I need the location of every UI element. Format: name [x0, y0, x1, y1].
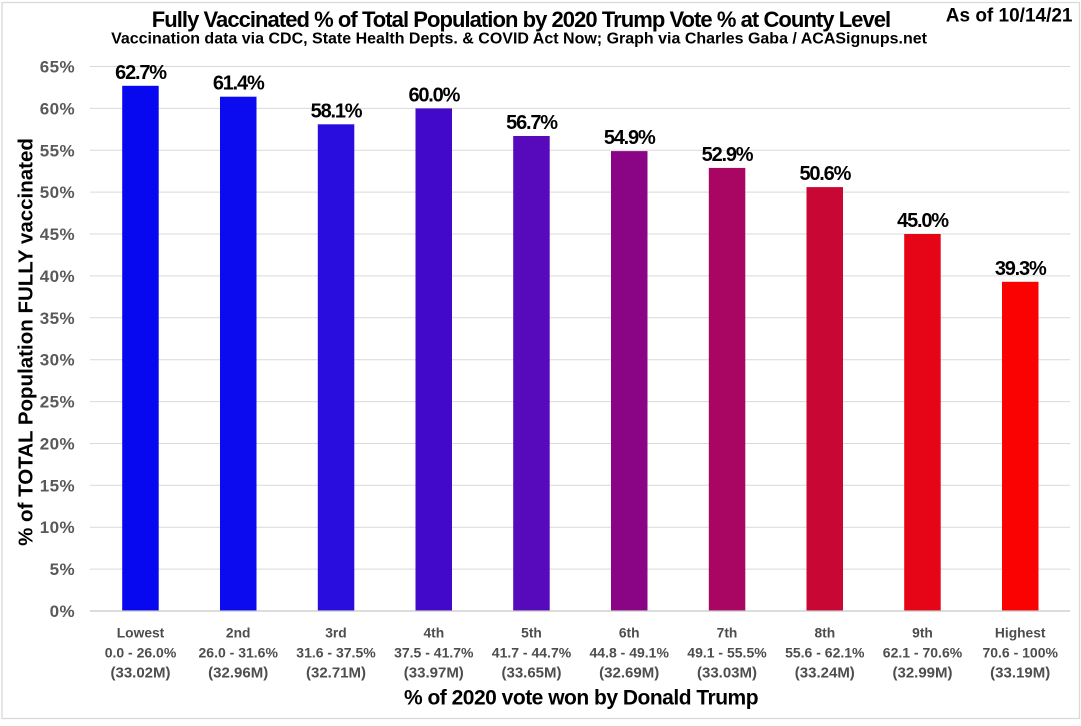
svg-text:70.6 - 100%: 70.6 - 100% — [982, 644, 1058, 660]
svg-text:31.6 - 37.5%: 31.6 - 37.5% — [296, 644, 376, 660]
svg-text:52.9%: 52.9% — [702, 144, 754, 166]
svg-text:(33.02M): (33.02M) — [110, 665, 170, 682]
svg-text:41.7 - 44.7%: 41.7 - 44.7% — [492, 644, 572, 660]
svg-text:30%: 30% — [40, 351, 75, 370]
svg-text:54.9%: 54.9% — [604, 127, 656, 149]
svg-text:6th: 6th — [619, 626, 640, 641]
svg-text:(32.69M): (32.69M) — [599, 665, 659, 682]
svg-text:50.6%: 50.6% — [799, 163, 851, 185]
svg-text:15%: 15% — [40, 476, 75, 495]
svg-text:60.0%: 60.0% — [408, 84, 460, 106]
svg-text:40%: 40% — [40, 267, 75, 286]
svg-text:55%: 55% — [40, 141, 75, 160]
svg-text:61.4%: 61.4% — [213, 73, 265, 95]
svg-text:(32.99M): (32.99M) — [892, 665, 952, 682]
svg-text:20%: 20% — [40, 435, 75, 454]
svg-text:Lowest: Lowest — [117, 626, 165, 641]
svg-text:7th: 7th — [717, 626, 738, 641]
svg-text:58.1%: 58.1% — [311, 100, 363, 122]
svg-text:As of 10/14/21: As of 10/14/21 — [946, 6, 1073, 27]
svg-text:(33.19M): (33.19M) — [990, 665, 1050, 682]
svg-text:55.6 - 62.1%: 55.6 - 62.1% — [785, 644, 865, 660]
svg-text:37.5 - 41.7%: 37.5 - 41.7% — [394, 644, 474, 660]
svg-text:25%: 25% — [40, 393, 75, 412]
svg-text:62.1 - 70.6%: 62.1 - 70.6% — [883, 644, 963, 660]
svg-text:45.0%: 45.0% — [897, 210, 949, 232]
svg-text:(33.97M): (33.97M) — [404, 665, 464, 682]
svg-text:56.7%: 56.7% — [506, 112, 558, 134]
svg-text:44.8 - 49.1%: 44.8 - 49.1% — [590, 644, 670, 660]
svg-text:(33.24M): (33.24M) — [795, 665, 855, 682]
svg-text:49.1 - 55.5%: 49.1 - 55.5% — [687, 644, 767, 660]
svg-text:2nd: 2nd — [226, 626, 251, 641]
svg-text:Fully Vaccinated % of Total Po: Fully Vaccinated % of Total Population b… — [152, 7, 890, 32]
svg-text:Vaccination data via CDC, Stat: Vaccination data via CDC, State Health D… — [111, 30, 928, 47]
svg-text:% of 2020 vote won by Donald T: % of 2020 vote won by Donald Trump — [404, 687, 758, 710]
svg-text:(33.65M): (33.65M) — [501, 665, 561, 682]
svg-text:% of TOTAL Population FULLY va: % of TOTAL Population FULLY vaccinated — [14, 138, 37, 546]
svg-text:65%: 65% — [40, 58, 75, 77]
svg-text:Highest: Highest — [995, 626, 1046, 641]
svg-text:45%: 45% — [40, 225, 75, 244]
svg-text:5%: 5% — [50, 560, 75, 579]
svg-text:39.3%: 39.3% — [995, 258, 1047, 280]
svg-text:8th: 8th — [814, 626, 835, 641]
svg-text:0%: 0% — [50, 602, 75, 621]
svg-text:62.7%: 62.7% — [115, 62, 167, 84]
svg-text:3rd: 3rd — [325, 626, 346, 641]
svg-text:(32.71M): (32.71M) — [306, 665, 366, 682]
svg-text:0.0 - 26.0%: 0.0 - 26.0% — [105, 644, 177, 660]
svg-text:9th: 9th — [912, 626, 933, 641]
svg-text:(32.96M): (32.96M) — [208, 665, 268, 682]
svg-text:26.0 - 31.6%: 26.0 - 31.6% — [199, 644, 279, 660]
svg-text:10%: 10% — [40, 518, 75, 537]
svg-text:35%: 35% — [40, 309, 75, 328]
svg-text:50%: 50% — [40, 183, 75, 202]
svg-text:4th: 4th — [423, 626, 444, 641]
svg-text:60%: 60% — [40, 99, 75, 118]
svg-text:(33.03M): (33.03M) — [697, 665, 757, 682]
svg-text:5th: 5th — [521, 626, 542, 641]
